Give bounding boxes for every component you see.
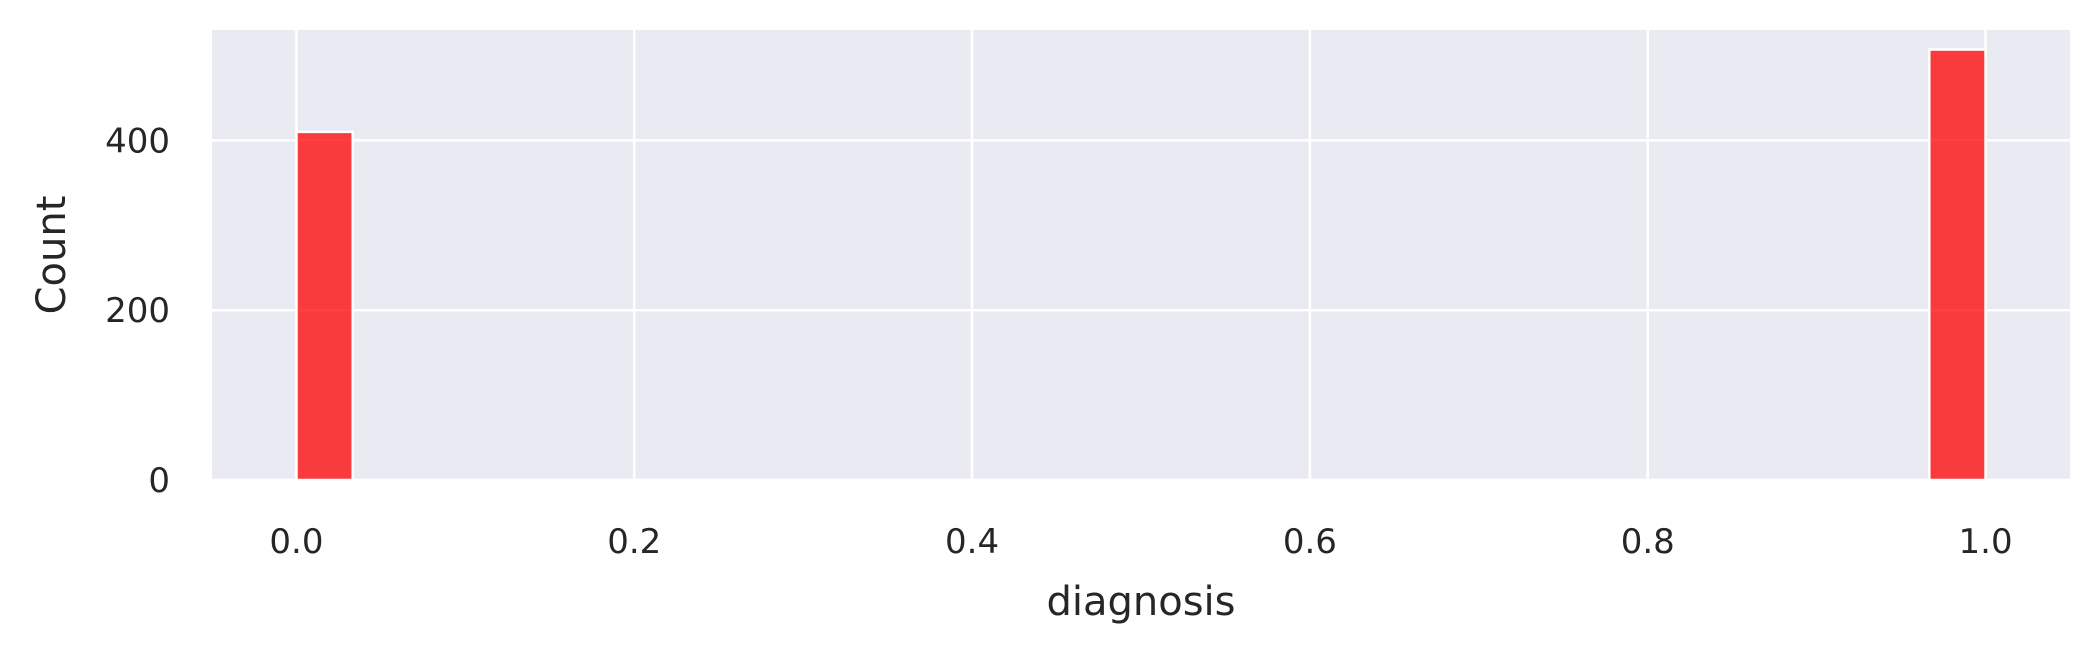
y-tick-label: 200 bbox=[105, 291, 170, 331]
bars bbox=[295, 48, 1987, 482]
x-tick-label: 0.8 bbox=[1621, 522, 1675, 562]
histogram-bar bbox=[295, 130, 354, 482]
x-tick-label: 1.0 bbox=[1959, 522, 2013, 562]
x-tick-label: 0.6 bbox=[1283, 522, 1337, 562]
x-tick-label: 0.2 bbox=[607, 522, 661, 562]
y-tick-labels: 0 200 400 bbox=[105, 121, 170, 501]
y-tick-label: 0 bbox=[148, 461, 170, 501]
x-tick-label: 0.4 bbox=[945, 522, 999, 562]
x-tick-label: 0.0 bbox=[269, 522, 323, 562]
plot-area bbox=[212, 30, 2070, 480]
x-axis-label: diagnosis bbox=[1046, 579, 1235, 625]
y-tick-label: 400 bbox=[105, 121, 170, 161]
x-tick-labels: 0.0 0.2 0.4 0.6 0.8 1.0 bbox=[269, 522, 2012, 562]
y-axis-label: Count bbox=[29, 196, 75, 315]
histogram-bar bbox=[1928, 48, 1987, 482]
